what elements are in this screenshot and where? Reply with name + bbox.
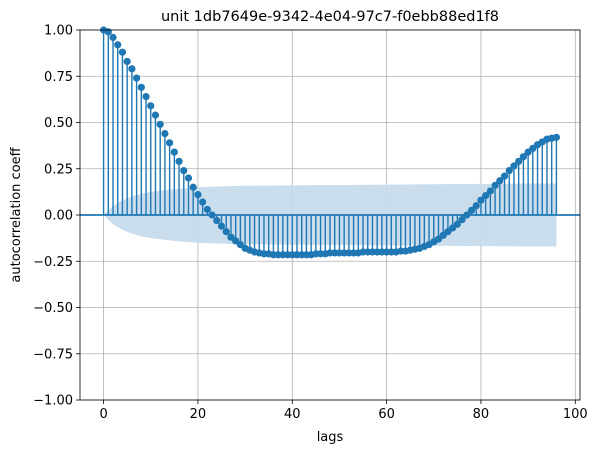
stem-marker — [486, 187, 494, 195]
stem-marker — [453, 220, 461, 228]
y-axis-ticks: −1.00 −0.75 −0.50 −0.25 0.00 0.25 0.50 0.75 1.00 — [33, 24, 80, 409]
stem-marker — [496, 177, 504, 185]
stem-marker — [482, 191, 490, 200]
y-tick-label: 0.25 — [44, 162, 73, 177]
x-tick-label: 40 — [284, 407, 301, 422]
stem-marker — [458, 216, 466, 224]
y-tick-label: 0.00 — [44, 209, 73, 224]
stem-marker — [123, 57, 131, 66]
stem-marker — [194, 191, 202, 199]
stem-marker — [175, 157, 183, 165]
stem-marker — [203, 205, 211, 214]
y-axis-label: autocorrelation coeff — [9, 146, 24, 282]
chart-title: unit 1db7649e-9342-4e04-97c7-f0ebb88ed1f… — [161, 9, 499, 25]
x-tick-label: 100 — [563, 407, 588, 422]
stem-marker — [217, 222, 226, 230]
stem-marker — [118, 48, 127, 56]
stem-marker — [463, 211, 471, 219]
x-tick-label: 20 — [190, 407, 207, 422]
stem-marker — [467, 206, 476, 214]
x-tick-label: 0 — [99, 407, 107, 422]
stem-marker — [161, 130, 169, 138]
stem-marker — [505, 167, 513, 175]
y-tick-label: 0.50 — [44, 116, 73, 131]
stem-marker — [166, 139, 174, 147]
y-tick-label: 0.75 — [44, 70, 73, 85]
stem-markers — [99, 26, 561, 259]
stem-marker — [104, 28, 112, 36]
stem-marker — [147, 102, 155, 110]
stem-marker — [213, 216, 221, 225]
y-tick-label: −0.25 — [33, 255, 73, 270]
x-axis-ticks: 0 20 40 60 80 100 — [99, 400, 588, 422]
y-tick-label: −1.00 — [33, 394, 73, 409]
stem-marker — [142, 93, 150, 101]
stem-marker — [128, 65, 136, 73]
stem-marker — [510, 162, 518, 170]
stem-marker — [515, 157, 523, 165]
stem-marker — [552, 133, 561, 141]
stem-marker — [491, 181, 499, 189]
x-axis-label: lags — [317, 430, 344, 445]
stem-marker — [156, 120, 164, 128]
stem-marker — [472, 202, 480, 210]
stem-marker — [180, 167, 188, 175]
y-tick-label: −0.50 — [33, 301, 73, 316]
stem-marker — [151, 111, 160, 119]
stem-marker — [208, 211, 216, 219]
stem-marker — [222, 228, 230, 236]
stem-marker — [137, 83, 145, 91]
stem-lines — [102, 30, 558, 255]
stem-marker — [184, 174, 193, 182]
y-tick-label: 1.00 — [44, 24, 73, 39]
stem-marker — [199, 198, 207, 206]
stem-marker — [114, 41, 122, 49]
stem-marker — [500, 172, 509, 180]
x-tick-label: 80 — [473, 407, 490, 422]
stem-marker — [477, 196, 485, 204]
y-tick-label: −0.75 — [33, 347, 73, 362]
x-tick-label: 60 — [378, 407, 395, 422]
stem-marker — [189, 183, 197, 191]
stem-marker — [133, 74, 141, 82]
stem-marker — [109, 33, 117, 42]
stem-marker — [170, 148, 178, 156]
stem-marker — [519, 153, 527, 161]
